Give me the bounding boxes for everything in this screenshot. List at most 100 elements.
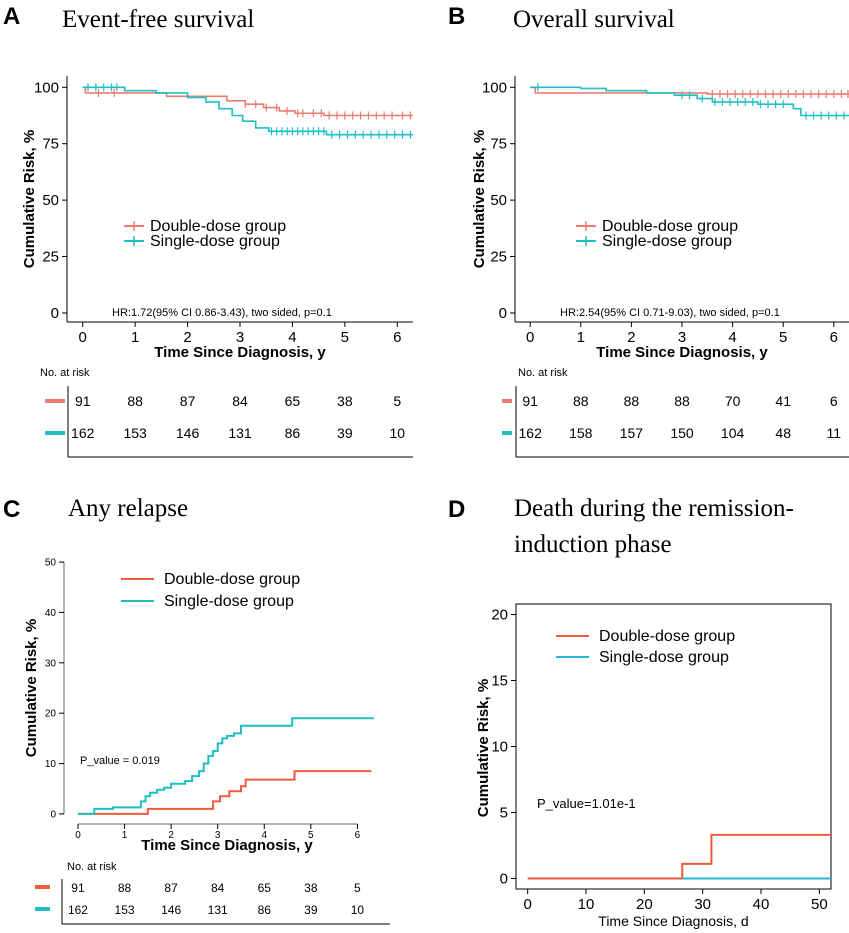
risk-value: 131 bbox=[228, 425, 252, 441]
y-tick-label: 10 bbox=[491, 739, 508, 756]
panel-label: C bbox=[3, 496, 20, 523]
risk-value: 91 bbox=[71, 881, 85, 895]
risk-value: 41 bbox=[775, 393, 791, 409]
y-tick-label: 50 bbox=[45, 558, 57, 569]
y-tick-label: 0 bbox=[499, 305, 507, 322]
risk-value: 10 bbox=[351, 903, 365, 917]
risk-value: 104 bbox=[721, 425, 745, 441]
risk-value: 88 bbox=[624, 393, 640, 409]
x-tick-label: 5 bbox=[341, 329, 349, 346]
series-line-double-dose bbox=[82, 86, 413, 117]
series-line-double-dose bbox=[527, 833, 831, 880]
risk-value: 162 bbox=[71, 425, 95, 441]
series-line-single-dose bbox=[77, 717, 374, 815]
risk-value: 84 bbox=[232, 393, 248, 409]
risk-value: 39 bbox=[337, 425, 353, 441]
panel-title: Any relapse bbox=[68, 495, 188, 522]
y-tick-label: 0 bbox=[500, 870, 508, 887]
risk-value: 153 bbox=[123, 425, 147, 441]
y-tick-label: 30 bbox=[45, 658, 57, 669]
x-tick-label: 4 bbox=[261, 830, 267, 841]
x-tick-label: 40 bbox=[753, 896, 770, 913]
y-tick-label: 10 bbox=[45, 759, 57, 770]
series-line-double-dose bbox=[77, 770, 372, 815]
x-axis-label: Time Since Diagnosis, d bbox=[598, 913, 748, 929]
x-tick-label: 20 bbox=[636, 896, 653, 913]
x-tick-label: 5 bbox=[308, 830, 314, 841]
risk-table-header: No. at risk bbox=[40, 367, 90, 379]
legend-label: Double-dose group bbox=[164, 571, 300, 588]
panel-label: D bbox=[448, 496, 465, 523]
panel-title: Overall survival bbox=[513, 6, 675, 33]
legend-label: Double-dose group bbox=[599, 628, 735, 645]
x-axis-label: Time Since Diagnosis, y bbox=[154, 344, 326, 361]
risk-value: 65 bbox=[285, 393, 301, 409]
x-axis-label: Time Since Diagnosis, y bbox=[141, 837, 313, 854]
y-tick-label: 50 bbox=[42, 192, 59, 209]
risk-value: 158 bbox=[569, 425, 593, 441]
y-tick-label: 50 bbox=[490, 192, 507, 209]
panel-title: Death during the remission- bbox=[514, 495, 794, 522]
risk-value: 86 bbox=[258, 903, 272, 917]
risk-value: 153 bbox=[115, 903, 135, 917]
risk-table-header: No. at risk bbox=[518, 367, 568, 379]
x-tick-label: 4 bbox=[728, 329, 736, 346]
legend-label: Single-dose group bbox=[150, 233, 280, 250]
x-tick-label: 3 bbox=[236, 329, 244, 346]
x-tick-label: 4 bbox=[288, 329, 296, 346]
risk-value: 157 bbox=[620, 425, 644, 441]
risk-value: 146 bbox=[176, 425, 200, 441]
x-tick-label: 6 bbox=[393, 329, 401, 346]
x-tick-label: 0 bbox=[79, 329, 87, 346]
x-tick-label: 5 bbox=[779, 329, 787, 346]
risk-value: 5 bbox=[393, 393, 401, 409]
y-axis-label: Cumulative Risk, % bbox=[23, 619, 40, 757]
x-tick-label: 0 bbox=[526, 329, 534, 346]
stat-annotation: HR:2.54(95% CI 0.71-9.03), two sided, p=… bbox=[560, 307, 780, 319]
plot-frame bbox=[515, 603, 832, 890]
risk-value: 70 bbox=[725, 393, 741, 409]
y-tick-label: 100 bbox=[482, 79, 507, 96]
x-tick-label: 50 bbox=[811, 896, 828, 913]
risk-value: 84 bbox=[211, 881, 225, 895]
panel-label: B bbox=[448, 3, 465, 30]
y-axis-label: Cumulative Risk, % bbox=[475, 679, 492, 817]
risk-value: 150 bbox=[670, 425, 694, 441]
x-tick-label: 6 bbox=[355, 830, 361, 841]
y-tick-label: 5 bbox=[500, 804, 508, 821]
series-line-single-dose bbox=[82, 86, 413, 136]
risk-table-header: No. at risk bbox=[67, 861, 117, 873]
legend-label: Double-dose group bbox=[150, 218, 286, 235]
risk-value: 88 bbox=[118, 881, 132, 895]
risk-value: 88 bbox=[674, 393, 690, 409]
y-tick-label: 15 bbox=[491, 673, 508, 690]
risk-value: 91 bbox=[75, 393, 91, 409]
risk-value: 11 bbox=[827, 425, 842, 441]
y-tick-label: 20 bbox=[491, 607, 508, 624]
risk-value: 38 bbox=[304, 881, 318, 895]
x-tick-label: 1 bbox=[122, 830, 128, 841]
risk-value: 10 bbox=[389, 425, 405, 441]
risk-value: 162 bbox=[68, 903, 88, 917]
legend-label: Single-dose group bbox=[164, 593, 294, 610]
x-tick-label: 1 bbox=[577, 329, 585, 346]
panel-title: induction phase bbox=[514, 531, 672, 558]
risk-value: 88 bbox=[573, 393, 589, 409]
y-tick-label: 75 bbox=[42, 136, 59, 153]
x-axis-label: Time Since Diagnosis, y bbox=[596, 344, 768, 361]
y-tick-label: 0 bbox=[50, 809, 56, 820]
stat-annotation: P_value=1.01e-1 bbox=[537, 796, 636, 811]
y-tick-label: 25 bbox=[490, 249, 507, 266]
y-tick-label: 20 bbox=[45, 709, 57, 720]
risk-value: 91 bbox=[522, 393, 538, 409]
risk-value: 39 bbox=[304, 903, 318, 917]
panel-title: Event-free survival bbox=[62, 6, 254, 33]
risk-value: 146 bbox=[161, 903, 181, 917]
legend-label: Single-dose group bbox=[602, 233, 732, 250]
risk-value: 88 bbox=[127, 393, 143, 409]
x-tick-label: 2 bbox=[627, 329, 635, 346]
y-axis-label: Cumulative Risk, % bbox=[21, 130, 38, 268]
x-tick-label: 6 bbox=[830, 329, 838, 346]
legend-label: Single-dose group bbox=[599, 649, 729, 666]
